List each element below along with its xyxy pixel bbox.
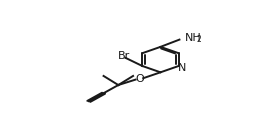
- Text: N: N: [178, 63, 187, 73]
- Text: NH: NH: [185, 33, 202, 43]
- Text: 2: 2: [197, 35, 202, 44]
- Text: Br: Br: [118, 51, 131, 61]
- Text: O: O: [135, 74, 144, 84]
